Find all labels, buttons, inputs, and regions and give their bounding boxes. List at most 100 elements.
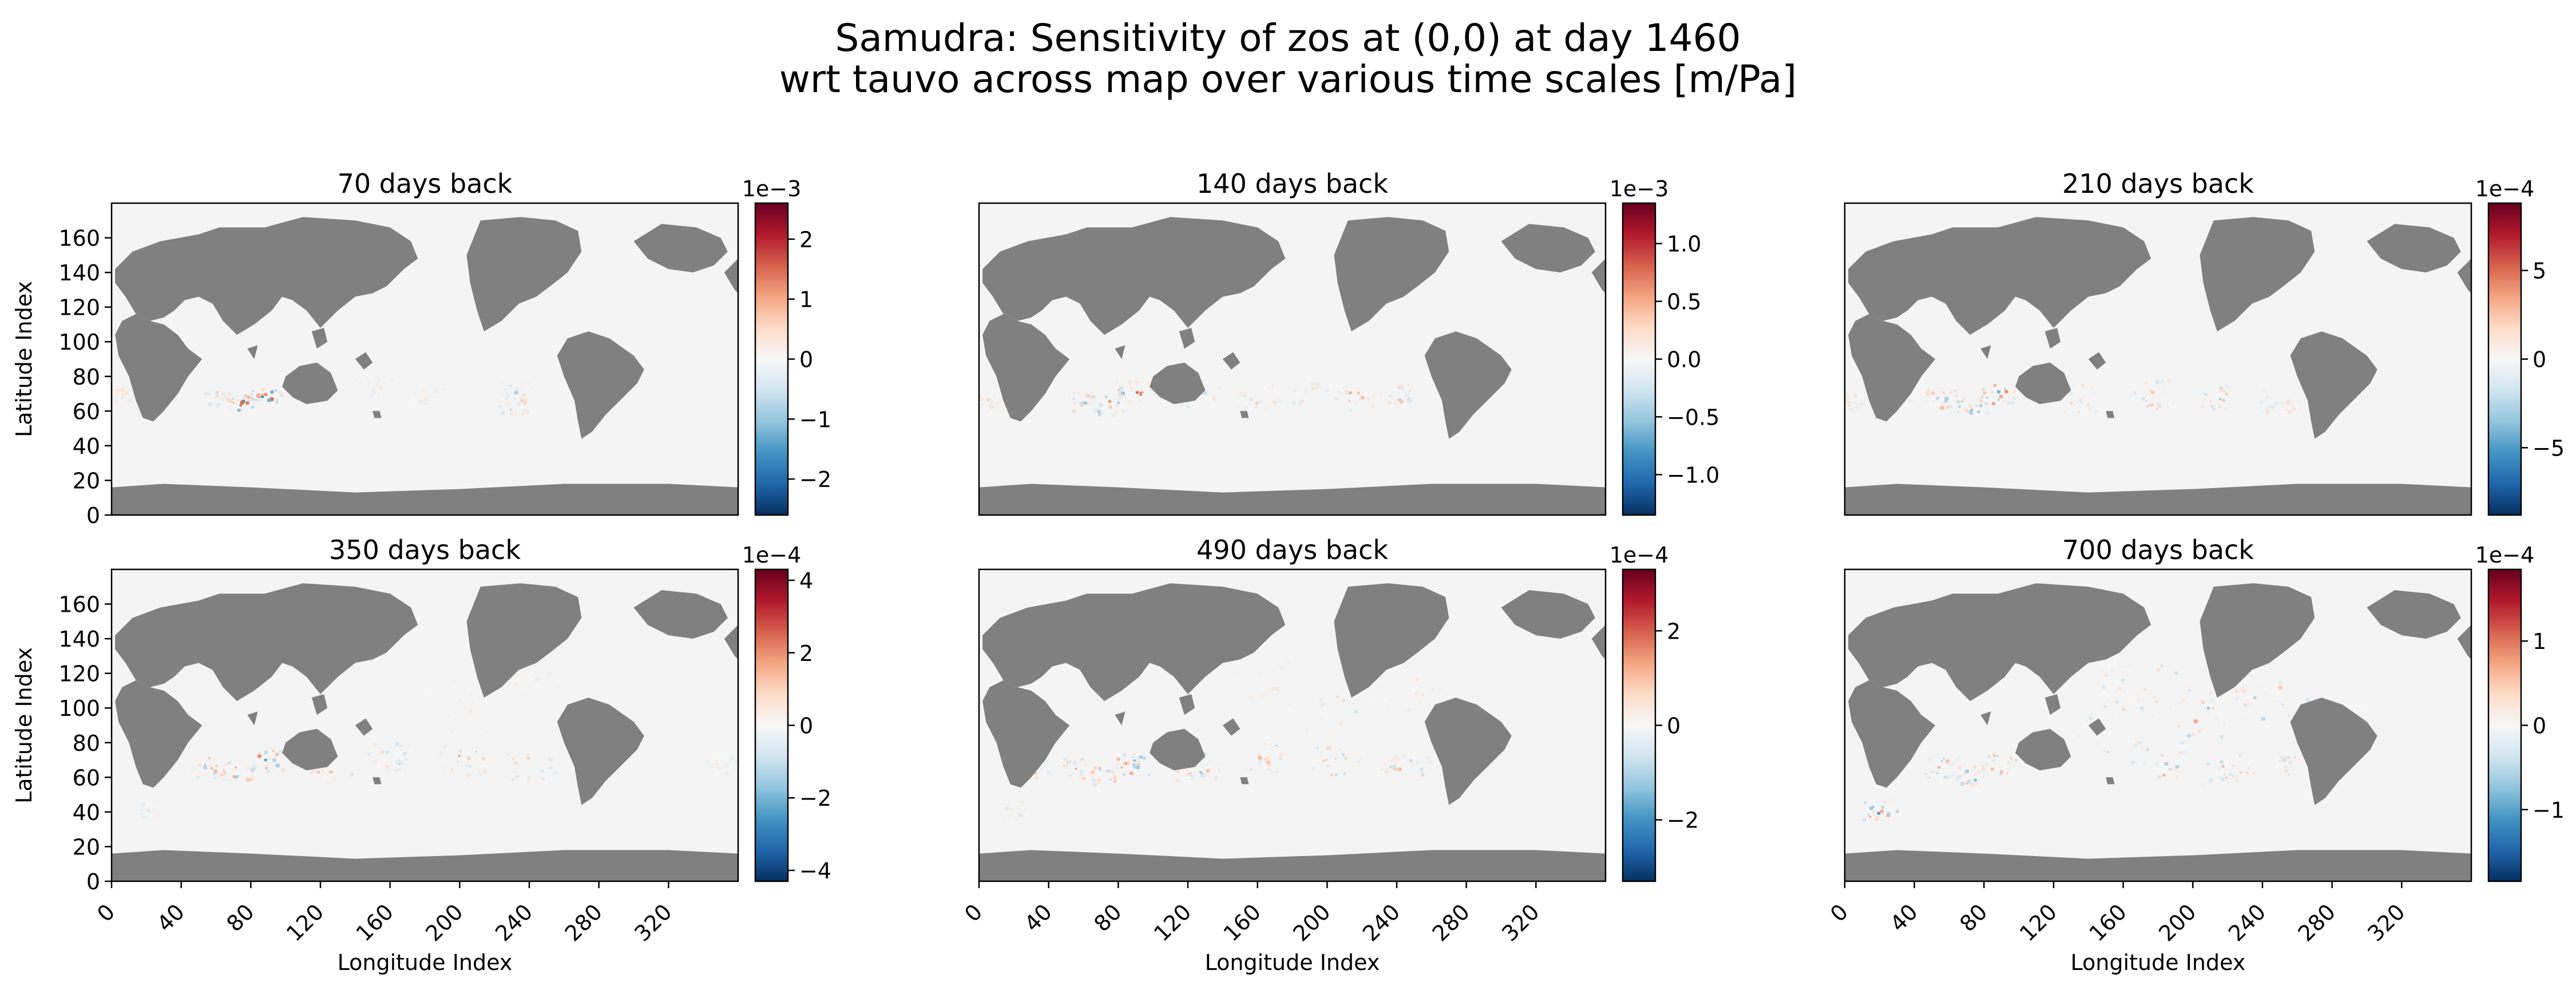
sensitivity-cell [122, 393, 124, 396]
sensitivity-cell [1944, 399, 1948, 403]
sensitivity-cell [2080, 401, 2083, 404]
y-tick-label: 60 [73, 765, 100, 790]
sensitivity-cell [550, 765, 553, 767]
sensitivity-cell [1319, 387, 1321, 389]
sensitivity-cell [525, 411, 528, 414]
sensitivity-cell [260, 393, 264, 397]
sensitivity-cell [1975, 773, 1977, 775]
sensitivity-cell [1123, 409, 1127, 412]
sensitivity-cell [2075, 407, 2078, 409]
sensitivity-cell [133, 812, 136, 814]
sensitivity-cell [140, 813, 144, 816]
sensitivity-cell [2003, 399, 2007, 403]
sensitivity-cell [988, 404, 991, 406]
sensitivity-cell [1977, 770, 1980, 773]
sensitivity-cell [1931, 762, 1933, 765]
sensitivity-cell [1206, 769, 1210, 773]
sensitivity-cell [249, 397, 253, 401]
sensitivity-cell [270, 397, 274, 401]
landmass [1501, 590, 1595, 639]
sensitivity-cell [1265, 756, 1269, 760]
sensitivity-cell [249, 777, 253, 781]
sensitivity-cell [2146, 380, 2150, 383]
sensitivity-cell [1384, 698, 1388, 702]
sensitivity-cell [1406, 397, 1410, 401]
sensitivity-cell [1334, 757, 1337, 760]
sensitivity-cell [1119, 386, 1123, 390]
sensitivity-cell [2159, 772, 2163, 775]
sensitivity-cell [128, 398, 130, 401]
sensitivity-cell [1335, 397, 1339, 401]
sensitivity-cell [1991, 767, 1994, 771]
y-tick-label: 80 [73, 731, 100, 756]
sensitivity-cell [2285, 398, 2287, 401]
landmass [311, 694, 328, 715]
sensitivity-cell [508, 404, 510, 406]
sensitivity-cell [1872, 810, 1875, 813]
x-tick-label: 0 [1825, 899, 1853, 926]
sensitivity-cell [2275, 697, 2279, 700]
sensitivity-cell [482, 716, 485, 719]
sensitivity-cell [997, 406, 1001, 410]
sensitivity-cell [2220, 761, 2224, 764]
sensitivity-cell [526, 779, 530, 782]
sensitivity-cell [2193, 719, 2198, 723]
colorbar-tick-label: −2 [1667, 808, 1699, 833]
sensitivity-cell [1349, 409, 1353, 411]
sensitivity-cell [2284, 769, 2288, 773]
sensitivity-cell [422, 389, 426, 392]
sensitivity-cell [2221, 765, 2225, 768]
sensitivity-cell [398, 763, 401, 765]
sensitivity-cell [2266, 409, 2269, 412]
sensitivity-cell [1338, 388, 1342, 391]
colorbar-tick-label: 0.5 [1667, 290, 1701, 315]
sensitivity-cell [2287, 773, 2290, 776]
sensitivity-cell [237, 765, 241, 769]
sensitivity-cell [1083, 759, 1087, 763]
x-tick-label: 120 [282, 899, 328, 946]
y-tick-label: 40 [73, 800, 100, 825]
sensitivity-cell [2201, 783, 2205, 787]
sensitivity-cell [272, 750, 275, 753]
sensitivity-cell [2292, 407, 2296, 411]
sensitivity-cell [1343, 773, 1346, 775]
landmass [633, 590, 728, 639]
sensitivity-cell [1065, 766, 1069, 770]
landmass [557, 698, 644, 805]
colorbar-gradient [754, 202, 789, 516]
landmass [112, 850, 738, 881]
sensitivity-cell [1291, 388, 1295, 391]
sensitivity-cell [1267, 768, 1271, 771]
sensitivity-cell [711, 763, 716, 767]
colorbar-tick-label: −1 [799, 407, 831, 432]
sensitivity-cell [2064, 698, 2067, 701]
sensitivity-cell [1940, 760, 1943, 763]
sensitivity-cell [515, 386, 518, 389]
sensitivity-cell [2220, 391, 2222, 393]
landmass [1179, 694, 1195, 715]
sensitivity-cell [1063, 765, 1066, 767]
sensitivity-cell [1133, 759, 1136, 762]
sensitivity-cell [2008, 395, 2011, 397]
sensitivity-cell [1942, 401, 1945, 404]
sensitivity-cell [216, 403, 220, 407]
x-tick-label: 320 [629, 899, 676, 946]
sensitivity-cell [1251, 700, 1253, 702]
landmass [1222, 352, 1241, 370]
sensitivity-cell [1358, 773, 1361, 775]
colorbar-gradient [1622, 202, 1656, 516]
sensitivity-cell [2169, 768, 2171, 771]
sensitivity-cell [2160, 664, 2163, 668]
sensitivity-cell [439, 753, 443, 757]
sensitivity-cell [222, 774, 225, 777]
sensitivity-cell [154, 807, 157, 810]
x-tick-label: 240 [490, 899, 537, 946]
sensitivity-cell [1116, 404, 1118, 406]
sensitivity-cell [1987, 755, 1991, 758]
sensitivity-cell [212, 758, 215, 761]
sensitivity-cell [204, 392, 208, 395]
sensitivity-cell [1112, 775, 1115, 777]
sensitivity-cell [1025, 810, 1027, 813]
sensitivity-cell [513, 680, 516, 684]
sensitivity-cell [1426, 757, 1430, 761]
